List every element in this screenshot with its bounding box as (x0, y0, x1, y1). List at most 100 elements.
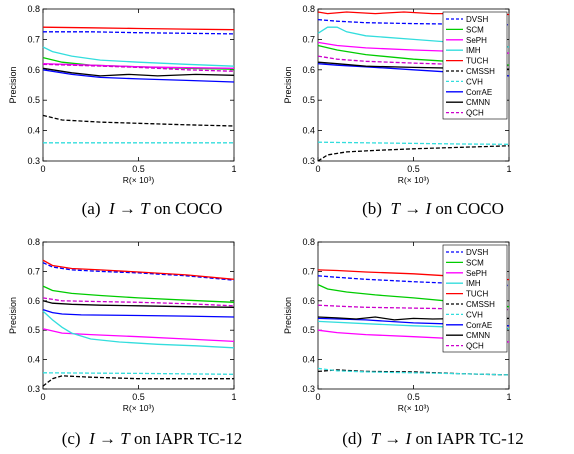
y-tick-label: 0.6 (27, 65, 40, 75)
x-axis-label: R(× 10³) (123, 403, 155, 413)
x-tick-label: 0.5 (132, 392, 145, 402)
series-line-corrae (42, 69, 235, 83)
legend-entry: CorrAE (466, 321, 492, 330)
caption-part: on COCO (431, 199, 504, 218)
x-tick-label: 0.5 (407, 392, 420, 402)
axes-frame (42, 8, 235, 162)
legend-entry: CVH (466, 77, 483, 86)
panel-caption: (b) T → I on COCO (362, 199, 504, 218)
panel-a: 0.3 0.4 0.5 0.6 0.7 0.8 0 0.5 1 R(× 10³) Precision… (8, 4, 237, 218)
legend-entry: QCH (466, 109, 484, 118)
caption-part: (c) (62, 429, 89, 448)
x-tick-label: 0 (315, 164, 320, 174)
panel-c: 0.3 0.4 0.5 0.6 0.7 0.8 0 0.5 1 R(× 10³) Precision… (8, 237, 242, 448)
y-tick-label: 0.4 (27, 355, 40, 365)
caption-part: T (140, 199, 151, 218)
legend-entry: IMH (466, 46, 481, 55)
y-axis-label: Precision (8, 66, 18, 103)
series-line-cmssh (42, 375, 234, 387)
y-tick-label: 0.5 (27, 325, 40, 335)
x-tick-label: 1 (231, 392, 236, 402)
series-line-dvsh (42, 262, 235, 281)
y-tick-label: 0.4 (302, 126, 315, 136)
legend-entry: IMH (466, 279, 481, 288)
panel-b: 0.3 0.4 0.5 0.6 0.7 0.8 0 0.5 1 R(× 10³) Precision… (283, 4, 512, 218)
caption-part: (b) (362, 199, 390, 218)
series-line-cmssh (42, 114, 235, 127)
legend-entry: DVSH (466, 248, 488, 257)
series-line-seph (42, 328, 235, 343)
y-tick-label: 0.7 (302, 34, 315, 44)
series-line-corrae (42, 308, 235, 318)
caption-part: → (95, 429, 121, 448)
series-line-imh (42, 310, 235, 349)
legend-entry: CMNN (466, 331, 490, 340)
y-tick-label: 0.5 (302, 95, 315, 105)
caption-part: → (115, 199, 141, 218)
legend-entry: SCM (466, 25, 484, 34)
x-axis-label: R(× 10³) (398, 403, 430, 413)
x-tick-label: 0 (315, 392, 320, 402)
caption-part: T (120, 429, 131, 448)
series-line-tuch (42, 26, 235, 31)
y-tick-label: 0.6 (27, 296, 40, 306)
x-tick-label: 0.5 (132, 164, 145, 174)
y-tick-label: 0.7 (27, 34, 40, 44)
caption-part: T (390, 199, 401, 218)
y-tick-label: 0.4 (27, 126, 40, 136)
y-tick-label: 0.3 (27, 384, 40, 394)
x-axis-label: R(× 10³) (398, 175, 430, 185)
y-tick-label: 0.7 (302, 266, 315, 276)
x-tick-label: 1 (231, 164, 236, 174)
caption-part: (d) (342, 429, 370, 448)
legend-entry: DVSH (466, 15, 488, 24)
legend-entry: CMSSH (466, 67, 495, 76)
panel-caption: (d) T → I on IAPR TC-12 (342, 429, 524, 448)
series-line-seph (42, 63, 235, 69)
x-tick-label: 1 (506, 164, 511, 174)
y-tick-label: 0.4 (302, 355, 315, 365)
x-axis-label: R(× 10³) (123, 175, 155, 185)
y-axis-label: Precision (283, 297, 293, 334)
legend-entry: TUCH (466, 290, 488, 299)
panel-caption: (c) I → T on IAPR TC-12 (62, 429, 243, 448)
series-line-cvh (42, 372, 235, 375)
caption-part: → (380, 429, 406, 448)
series-line-qch (42, 63, 235, 72)
x-tick-label: 0.5 (407, 164, 420, 174)
y-tick-label: 0.7 (27, 266, 40, 276)
y-tick-label: 0.8 (27, 4, 40, 14)
x-tick-label: 0 (40, 164, 45, 174)
caption-part: → (400, 199, 426, 218)
x-tick-label: 1 (506, 392, 511, 402)
legend-entry: QCH (466, 342, 484, 351)
y-tick-label: 0.8 (302, 4, 315, 14)
y-axis-label: Precision (8, 297, 18, 334)
series-line-dvsh (43, 31, 235, 35)
caption-part: I (405, 429, 413, 448)
legend-entry: TUCH (466, 57, 488, 66)
caption-part: on COCO (150, 199, 223, 218)
series-line-cmssh (317, 145, 510, 162)
caption-part: I (424, 199, 432, 218)
series-line-cvh (317, 141, 510, 145)
series-line-cmnn (42, 300, 235, 308)
caption-part: on IAPR TC-12 (130, 429, 243, 448)
caption-part: I (88, 429, 96, 448)
series-line-qch (42, 297, 235, 307)
y-axis-label: Precision (283, 66, 293, 103)
x-tick-label: 0 (40, 392, 45, 402)
legend-entry: CMSSH (466, 300, 495, 309)
legend-entry: SCM (466, 258, 484, 267)
panel-d: 0.3 0.4 0.5 0.6 0.7 0.8 0 0.5 1 R(× 10³) Precision… (283, 237, 524, 448)
caption-part: I (108, 199, 116, 218)
y-tick-label: 0.3 (302, 156, 315, 166)
caption-part: on IAPR TC-12 (411, 429, 524, 448)
legend-entry: CVH (466, 310, 483, 319)
y-tick-label: 0.6 (302, 65, 315, 75)
series-line-cvh (317, 367, 510, 376)
caption-part: T (371, 429, 382, 448)
